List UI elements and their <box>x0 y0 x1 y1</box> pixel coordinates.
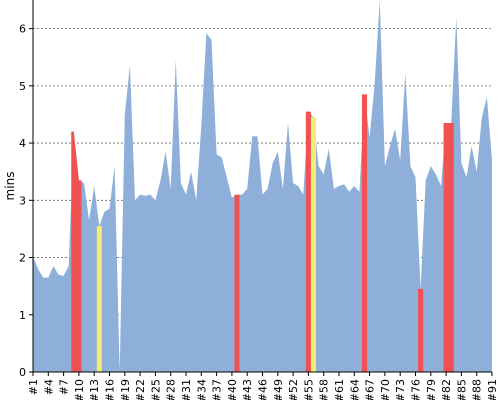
x-tick-label: #55 <box>302 379 315 400</box>
x-tick-label: #13 <box>88 379 101 400</box>
highlight-band-red <box>443 123 454 373</box>
x-tick-label: #22 <box>134 379 147 400</box>
x-tick-label: #16 <box>104 379 117 400</box>
x-axis-ticks: #1 #4 #7 #10 #13 #16 #19 #22 #25 #28 #31 #34 #37 #40 #… <box>27 372 499 400</box>
y-tick-label: 2 <box>19 252 26 265</box>
y-tick-label: 6 <box>19 23 26 36</box>
x-tick-label: #19 <box>119 379 132 400</box>
highlight-band-red <box>305 111 311 372</box>
x-tick-label: #82 <box>440 379 453 400</box>
highlight-band-red <box>361 94 368 372</box>
x-tick-label: #73 <box>394 379 407 400</box>
x-tick-label: #88 <box>471 379 484 400</box>
x-tick-label: #70 <box>379 379 392 400</box>
area-series <box>33 0 492 372</box>
x-tick-label: #76 <box>410 379 423 400</box>
x-tick-label: #34 <box>195 379 208 400</box>
y-axis-label: mins <box>3 172 17 201</box>
y-tick-label: 5 <box>19 80 26 93</box>
highlight-band-yellow <box>310 117 317 372</box>
x-tick-label: #40 <box>226 379 239 400</box>
x-tick-label: #28 <box>165 379 178 400</box>
y-tick-label: 4 <box>19 137 26 150</box>
x-tick-label: #64 <box>348 379 361 400</box>
y-tick-label: 1 <box>19 309 26 322</box>
y-axis-ticks: 0 1 2 3 4 5 6 <box>19 23 33 379</box>
x-tick-label: #4 <box>42 379 55 395</box>
x-tick-label: #10 <box>73 379 86 400</box>
x-tick-label: #49 <box>272 379 285 400</box>
x-tick-label: #46 <box>257 379 270 400</box>
highlight-band-red <box>418 289 424 372</box>
x-tick-label: #25 <box>149 379 162 400</box>
x-tick-label: #58 <box>318 379 331 400</box>
x-tick-label: #31 <box>180 379 193 400</box>
x-tick-label: #79 <box>425 379 438 400</box>
x-tick-label: #67 <box>364 379 377 400</box>
highlight-band-yellow <box>96 226 102 372</box>
highlight-bands <box>71 94 454 373</box>
x-tick-label: #91 <box>486 379 499 400</box>
x-tick-label: #85 <box>455 379 468 400</box>
highlight-band-red <box>71 131 82 372</box>
x-tick-label: #7 <box>58 379 71 395</box>
x-tick-label: #61 <box>333 379 346 400</box>
highlight-band-red <box>234 194 240 372</box>
y-tick-label: 0 <box>19 366 26 379</box>
x-tick-label: #43 <box>241 379 254 400</box>
y-tick-label: 3 <box>19 194 26 207</box>
x-tick-label: #52 <box>287 379 300 400</box>
x-tick-label: #1 <box>27 379 40 395</box>
x-tick-label: #37 <box>211 379 224 400</box>
